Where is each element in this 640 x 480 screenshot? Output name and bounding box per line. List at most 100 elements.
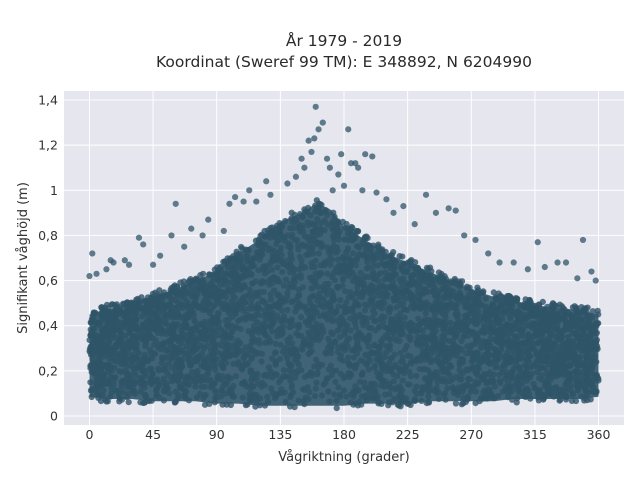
data-point: [355, 228, 362, 235]
outlier-point: [93, 270, 100, 277]
data-point: [558, 303, 566, 310]
outlier-point: [373, 189, 380, 196]
x-tick-label: 315: [523, 427, 547, 442]
outlier-point: [329, 187, 336, 194]
outlier-point: [305, 137, 312, 144]
outlier-point: [432, 209, 440, 216]
outlier-point: [199, 232, 206, 239]
y-tick-label: 1: [50, 183, 58, 198]
data-point: [233, 248, 240, 255]
outlier-point: [312, 103, 319, 110]
outlier-point: [149, 261, 157, 268]
outlier-point: [588, 268, 595, 275]
data-point: [526, 297, 533, 304]
outlier-point: [579, 236, 587, 244]
x-tick-label: 45: [145, 427, 161, 442]
outlier-point: [263, 178, 270, 185]
outlier-point: [422, 191, 430, 198]
data-point: [137, 399, 144, 406]
data-point: [221, 258, 228, 265]
outlier-point: [319, 119, 326, 126]
outlier-point: [541, 263, 548, 271]
x-tick-label: 225: [396, 427, 420, 442]
outlier-point: [452, 207, 459, 214]
outlier-point: [308, 148, 315, 156]
data-point: [375, 241, 382, 248]
outlier-point: [157, 252, 164, 259]
outlier-point: [524, 266, 531, 273]
outlier-point: [315, 126, 322, 133]
data-point: [333, 405, 340, 412]
outlier-point: [220, 227, 227, 235]
y-tick-label: 1,2: [38, 138, 58, 153]
outlier-point: [338, 151, 345, 158]
data-point: [550, 301, 557, 308]
outlier-point: [311, 135, 318, 142]
outlier-point: [205, 216, 212, 223]
outlier-point: [340, 182, 348, 189]
data-point: [513, 399, 520, 406]
data-point: [514, 296, 521, 303]
outlier-point: [347, 160, 355, 167]
y-tick-label: 0,4: [38, 318, 58, 333]
data-point: [385, 402, 392, 409]
data-point: [399, 253, 406, 260]
data-point: [152, 289, 159, 296]
outlier-point: [400, 202, 407, 210]
data-point: [177, 279, 184, 286]
outlier-point: [592, 277, 599, 284]
outlier-point: [496, 259, 503, 266]
x-axis-ticks: 0 45 90 135 180 225 270 315 360: [85, 427, 610, 442]
outlier-point: [335, 171, 342, 178]
outlier-point: [355, 164, 362, 171]
outlier-point: [383, 196, 390, 203]
chart-title-line-2: Koordinat (Sweref 99 TM): E 348892, N 62…: [156, 53, 532, 71]
y-tick-label: 0,8: [38, 228, 58, 243]
outlier-point: [140, 241, 147, 248]
outlier-point: [89, 250, 96, 257]
data-point: [594, 307, 601, 314]
outlier-point: [411, 221, 418, 228]
outlier-point: [326, 164, 333, 171]
data-point: [556, 397, 563, 404]
outlier-point: [323, 155, 331, 162]
y-axis-ticks: 0 0,2 0,4 0,6 0,8 1 1,2 1,4: [38, 93, 58, 424]
outlier-point: [110, 259, 117, 266]
outlier-point: [246, 187, 253, 194]
x-tick-label: 360: [587, 427, 611, 442]
outlier-point: [301, 164, 308, 171]
outlier-point: [554, 259, 561, 266]
outlier-point: [369, 153, 376, 160]
x-tick-label: 135: [268, 427, 292, 442]
outlier-point: [103, 266, 110, 273]
outlier-point: [472, 236, 479, 244]
outlier-point: [86, 272, 93, 280]
chart-title-line-1: År 1979 - 2019: [286, 31, 402, 50]
outlier-point: [534, 239, 541, 246]
dense-point-mass: [89, 204, 599, 406]
data-point: [98, 304, 105, 311]
outlier-point: [168, 232, 175, 239]
outlier-point: [240, 198, 247, 205]
y-axis-label: Signifikant våghöjd (m): [16, 182, 31, 334]
outlier-point: [172, 200, 179, 207]
data-point: [362, 234, 369, 241]
outlier-point: [284, 180, 291, 187]
data-point: [197, 272, 204, 279]
x-tick-label: 270: [459, 427, 483, 442]
outlier-point: [135, 234, 143, 241]
outlier-point: [232, 193, 239, 201]
outlier-point: [574, 275, 581, 282]
data-point: [568, 397, 576, 404]
outlier-point: [298, 155, 305, 162]
outlier-point: [362, 151, 369, 158]
data-point: [589, 308, 597, 315]
x-axis-label: Vågriktning (grader): [278, 450, 409, 465]
data-point: [573, 304, 580, 311]
data-points: [86, 197, 602, 412]
outlier-point: [226, 200, 233, 207]
data-point: [452, 400, 459, 407]
data-point: [435, 269, 442, 276]
outlier-points: [86, 103, 599, 284]
